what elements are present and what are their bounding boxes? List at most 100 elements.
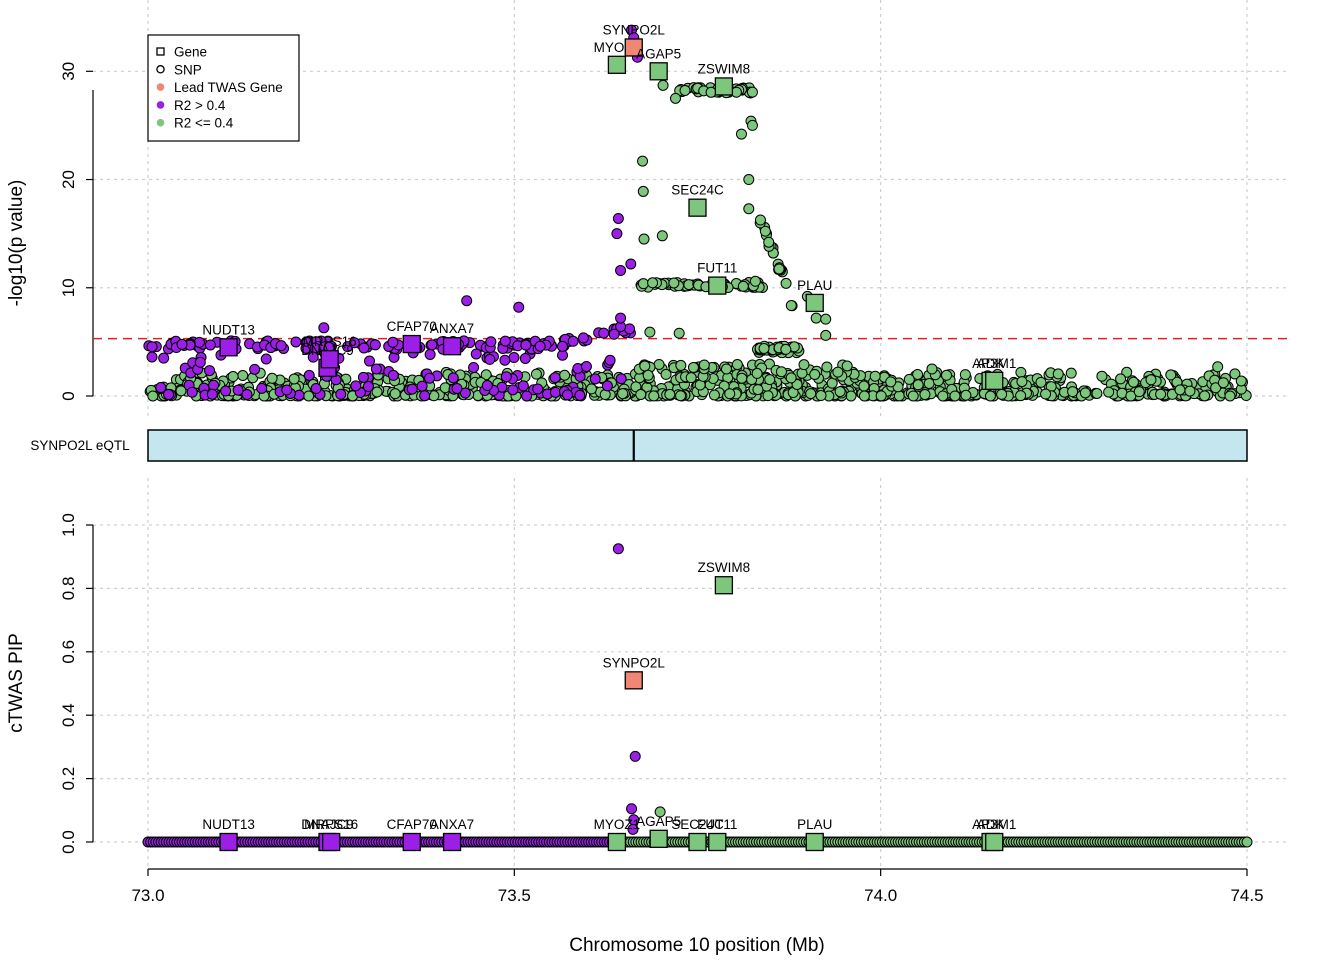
snp-point (798, 359, 810, 371)
snp-point (675, 390, 687, 402)
snp-point (288, 373, 300, 385)
gene-marker-synpo2l (624, 38, 643, 57)
snp-point (300, 342, 312, 354)
snp-point (1079, 387, 1091, 399)
snp-point (735, 128, 747, 140)
snp-point (194, 356, 206, 368)
snp-point (903, 373, 915, 385)
snp-point (820, 313, 832, 325)
snp-point (206, 388, 218, 400)
gene-marker-cfap70 (402, 334, 421, 354)
gene-marker-zswim8 (714, 576, 734, 595)
snp-point (673, 327, 685, 339)
snp-point (1224, 390, 1236, 402)
snp-point (204, 339, 216, 351)
gene-label-agap5: AGAP5 (636, 46, 681, 61)
snp-point (424, 348, 436, 360)
snp-point (530, 368, 542, 380)
snp-point (1212, 361, 1224, 373)
snp-point (615, 264, 627, 276)
legend-label: R2 <= 0.4 (174, 116, 234, 131)
snp-point (1016, 376, 1028, 388)
snp-point (318, 322, 330, 334)
snp-point (885, 376, 897, 388)
y-tick-label: 0 (59, 391, 78, 400)
snp-point (657, 79, 669, 91)
snp-point (562, 389, 574, 401)
top-gene-markers: NUDT13DNAJC9MRPS16CFAP70ANXA7MYOZ1SYNPO2… (202, 22, 1016, 390)
snp-point (647, 277, 659, 289)
snp-point (406, 383, 418, 395)
snp-point (923, 377, 935, 389)
gene-marker-zswim8 (714, 77, 734, 96)
snp-point (637, 185, 649, 197)
gene-marker-cfap70 (402, 832, 421, 852)
snp-point (1229, 368, 1241, 380)
snp-point (841, 360, 853, 372)
snp-point (731, 359, 743, 371)
snp-point (549, 372, 561, 384)
legend-label: R2 > 0.4 (174, 98, 226, 113)
snp-point (1210, 382, 1222, 394)
snp-point (664, 388, 676, 400)
gene-label-adk: ADK (977, 356, 1005, 371)
pip-snp-point (627, 823, 639, 835)
snp-point (459, 387, 471, 399)
snp-point (875, 390, 887, 402)
snp-point (598, 327, 610, 339)
snp-point (611, 228, 623, 240)
snp-point (926, 363, 938, 375)
pip-snp-point (654, 806, 666, 818)
gene-label-ap3m1: AP3M1 (972, 817, 1016, 832)
snp-point (281, 384, 293, 396)
legend-label: Lead TWAS Gene (174, 80, 283, 95)
snp-point (660, 368, 672, 380)
gene-label-fut11: FUT11 (697, 817, 737, 832)
snp-point (335, 388, 347, 400)
snp-point (749, 275, 761, 287)
snp-point (426, 339, 438, 351)
gene-label-cfap70: CFAP70 (387, 319, 437, 334)
pip-snp-point (1241, 836, 1253, 848)
snp-point (737, 280, 749, 292)
snp-point (624, 323, 636, 335)
gene-label-plau: PLAU (797, 817, 832, 832)
snp-point (362, 381, 374, 393)
snp-point (1127, 376, 1139, 388)
snp-point (310, 382, 322, 394)
snp-point (685, 372, 697, 384)
snp-point (534, 340, 546, 352)
legend-salmon-symbol (156, 83, 165, 91)
snp-point (470, 348, 482, 360)
snp-point (585, 383, 597, 395)
pip-snp-point (626, 803, 638, 815)
snp-point (1235, 375, 1247, 387)
y-tick-label: 10 (59, 278, 78, 297)
snp-point (480, 369, 492, 381)
snp-point (743, 203, 755, 215)
snp-point (507, 384, 519, 396)
gene-marker-sec24c (688, 832, 707, 852)
snp-point (752, 384, 764, 396)
snp-point (520, 339, 532, 351)
snp-point (949, 390, 961, 402)
gene-label-synpo2l: SYNPO2L (603, 22, 666, 37)
snp-point (754, 214, 766, 226)
snp-point (656, 230, 668, 242)
snp-point (858, 390, 870, 402)
snp-point (637, 155, 649, 167)
snp-point (577, 332, 589, 344)
snp-point (1052, 368, 1064, 380)
snp-point (1145, 374, 1157, 386)
snp-point (155, 382, 167, 394)
snp-point (146, 341, 158, 353)
snp-point (256, 382, 268, 394)
snp-point (615, 373, 627, 385)
snp-point (266, 372, 278, 384)
snp-point (670, 92, 682, 104)
y-tick-label: 0.8 (59, 577, 78, 601)
snp-point (158, 352, 170, 364)
gene-marker-anxa7 (442, 832, 462, 852)
snp-point (220, 385, 232, 397)
